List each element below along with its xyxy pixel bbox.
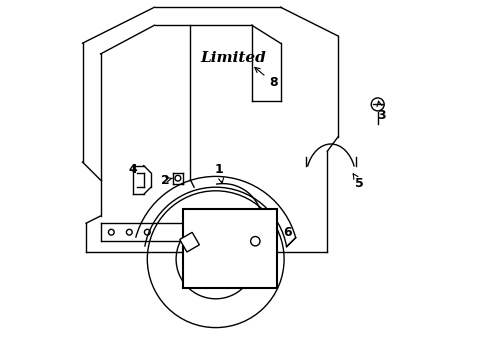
Text: 5: 5 — [352, 174, 364, 190]
Bar — [179, 232, 199, 252]
Text: 8: 8 — [254, 67, 277, 89]
Text: 1: 1 — [215, 163, 223, 183]
Text: 2: 2 — [161, 174, 172, 186]
Bar — [183, 209, 276, 288]
Text: Limited: Limited — [201, 51, 266, 64]
Text: 4: 4 — [128, 163, 137, 176]
Text: 6: 6 — [266, 226, 291, 239]
Text: 3: 3 — [376, 101, 385, 122]
Text: 7: 7 — [240, 260, 248, 273]
